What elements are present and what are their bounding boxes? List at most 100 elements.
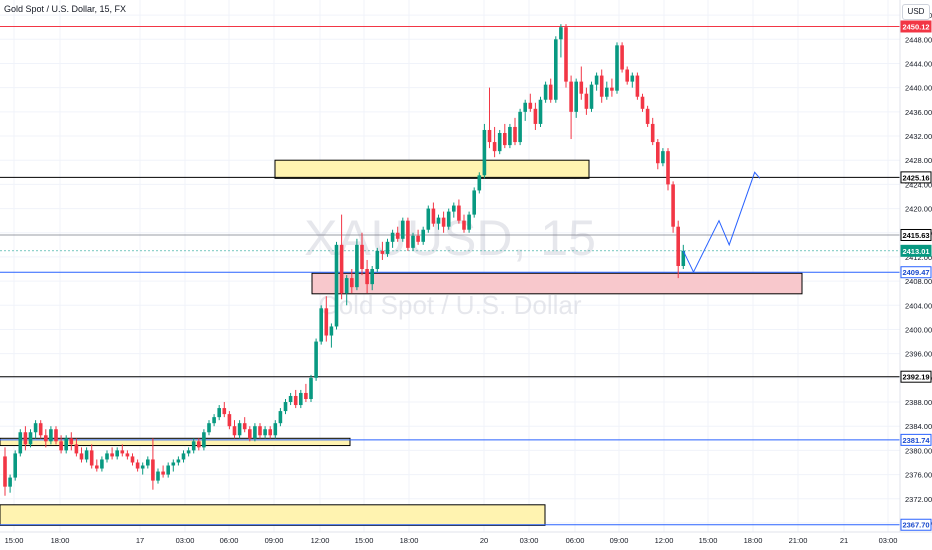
price-label-text: 2413.01 bbox=[902, 247, 929, 256]
time-tick-label: 03:00 bbox=[520, 536, 539, 545]
candle-body bbox=[33, 423, 38, 433]
candle-body bbox=[482, 129, 487, 176]
candle-body bbox=[666, 151, 670, 185]
price-label-text: 2425.16 bbox=[902, 173, 929, 182]
candle-body bbox=[227, 414, 232, 427]
candle-body bbox=[59, 441, 63, 451]
price-label-box bbox=[900, 370, 932, 383]
candle-body bbox=[431, 208, 436, 224]
candle-body bbox=[548, 84, 553, 100]
supply-zone bbox=[0, 437, 351, 447]
price-tick-label: 2408.00 bbox=[905, 277, 932, 286]
candle-body bbox=[421, 229, 425, 242]
candle-body bbox=[334, 244, 339, 327]
candle-body bbox=[156, 471, 160, 481]
candle-body bbox=[49, 429, 53, 442]
candle-body bbox=[620, 45, 624, 70]
supply-zone bbox=[0, 504, 546, 526]
candle-body bbox=[574, 81, 578, 112]
candle-body bbox=[293, 395, 298, 406]
candle-body bbox=[314, 341, 318, 378]
candle-body bbox=[492, 142, 497, 152]
candle-body bbox=[309, 377, 313, 399]
candle-body bbox=[681, 250, 686, 266]
candle-body bbox=[503, 133, 507, 146]
candle-body bbox=[237, 423, 242, 436]
candle-body bbox=[554, 39, 558, 100]
candle-body bbox=[84, 450, 89, 460]
candle-body bbox=[605, 87, 609, 97]
candle-body bbox=[140, 465, 145, 469]
candle-body bbox=[8, 477, 12, 487]
price-label-text: 2367.70 bbox=[902, 521, 929, 530]
candle-body bbox=[273, 423, 278, 436]
candle-body bbox=[676, 226, 680, 266]
candle-body bbox=[120, 450, 125, 454]
levels-layer bbox=[0, 25, 900, 526]
symbol-title: Gold Spot / U.S. Dollar, 15, FX bbox=[4, 4, 127, 14]
price-tick-label: 2404.00 bbox=[905, 301, 932, 310]
candle-body bbox=[375, 250, 380, 270]
price-label: 2425.16 bbox=[900, 171, 932, 184]
candle-body bbox=[441, 217, 446, 227]
candle-body bbox=[380, 250, 385, 254]
price-label-box bbox=[900, 518, 932, 531]
candle-body bbox=[645, 108, 650, 124]
candle-body bbox=[365, 269, 369, 285]
candle-body bbox=[350, 278, 354, 288]
candle-body bbox=[569, 81, 573, 112]
candle-body bbox=[54, 429, 58, 442]
candle-body bbox=[523, 102, 527, 112]
price-label-text: 2450.12 bbox=[902, 22, 929, 31]
candle-body bbox=[579, 81, 584, 94]
candle-body bbox=[197, 441, 201, 448]
price-label-box bbox=[900, 171, 932, 184]
candle-body bbox=[130, 456, 135, 463]
candle-body bbox=[95, 465, 99, 469]
candle-body bbox=[339, 244, 344, 294]
time-tick-label: 06:00 bbox=[220, 536, 239, 545]
candle-body bbox=[38, 423, 43, 436]
time-tick-label: 18:00 bbox=[744, 536, 763, 545]
candle-body bbox=[355, 244, 359, 288]
candle-body bbox=[217, 408, 221, 418]
candle-body bbox=[457, 205, 461, 221]
price-label-text: 2415.63 bbox=[902, 231, 929, 240]
candle-body bbox=[390, 232, 395, 242]
candle-body bbox=[110, 453, 114, 457]
price-label: 2413.01 bbox=[900, 244, 932, 257]
price-label-box bbox=[900, 228, 932, 241]
candle-body bbox=[656, 142, 660, 164]
candle-body bbox=[161, 471, 165, 475]
candle-body bbox=[242, 423, 247, 430]
candle-body bbox=[395, 232, 400, 239]
candle-body bbox=[263, 429, 267, 436]
price-tick-label: 2448.00 bbox=[905, 35, 932, 44]
candle-body bbox=[370, 269, 374, 285]
price-tick-label: 2412.00 bbox=[905, 253, 932, 262]
candle-body bbox=[151, 459, 155, 481]
price-label-box bbox=[900, 266, 932, 279]
time-tick-label: 21:00 bbox=[789, 536, 808, 545]
price-tick-label: 2400.00 bbox=[905, 325, 932, 334]
candle-body bbox=[268, 429, 272, 436]
candle-body bbox=[115, 450, 119, 457]
price-tick-label: 2440.00 bbox=[905, 84, 932, 93]
candle-body bbox=[518, 111, 522, 143]
candle-body bbox=[487, 129, 492, 143]
candle-body bbox=[640, 96, 645, 109]
candle-body bbox=[650, 123, 655, 143]
price-label-text: 2381.74 bbox=[902, 436, 930, 445]
time-tick-label: 18:00 bbox=[400, 536, 419, 545]
currency-button[interactable]: USD bbox=[902, 4, 930, 20]
time-tick-label: 09:00 bbox=[265, 536, 284, 545]
time-tick-label: 15:00 bbox=[5, 536, 24, 545]
price-labels-layer: 2450.12 2425.16 2415.63 2413.01 2409.47 2392.… bbox=[900, 20, 932, 531]
time-axis[interactable]: 15:00 18:00 17 03:00 06:00 09:00 12:00 15:00 18:… bbox=[5, 536, 898, 545]
candle-body bbox=[599, 75, 604, 97]
time-tick-label: 06:00 bbox=[566, 536, 585, 545]
candle-body bbox=[329, 326, 334, 336]
candle-body bbox=[559, 27, 563, 40]
price-label: 2450.12 bbox=[900, 20, 932, 33]
